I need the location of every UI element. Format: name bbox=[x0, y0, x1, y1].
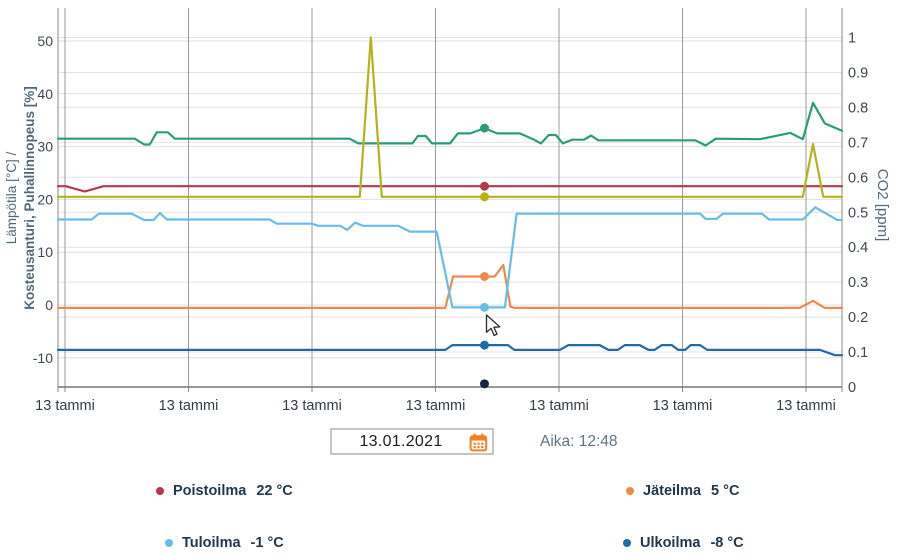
y-tick-label-right: 1 bbox=[848, 31, 856, 47]
y-tick-label-right: 0.4 bbox=[848, 240, 868, 256]
calendar-icon[interactable] bbox=[469, 433, 488, 452]
legend-dot-ulkoilma bbox=[623, 539, 631, 547]
x-tick-label: 13 tammi bbox=[776, 398, 836, 414]
y-tick-label-left: 30 bbox=[37, 139, 53, 155]
marker-ulkoilma-line bbox=[479, 340, 489, 350]
series-tuloilma-line bbox=[56, 206, 844, 309]
y-tick-label-left: 40 bbox=[37, 86, 53, 102]
time-label: Aika: 12:48 bbox=[540, 433, 618, 450]
series-green-line bbox=[56, 101, 844, 147]
y-tick-label-right: 0.6 bbox=[848, 170, 868, 186]
marker-jateilma-line bbox=[479, 271, 489, 281]
marker-tuloilma-line bbox=[479, 302, 489, 312]
y-tick-label-right: 0.9 bbox=[848, 65, 868, 81]
y-tick-label-left: 10 bbox=[37, 244, 53, 260]
marker-green-line bbox=[479, 123, 489, 133]
legend-dot-tuloilma bbox=[165, 539, 173, 547]
legend-value: -1 °C bbox=[250, 535, 284, 551]
series-poistoilma-line bbox=[56, 185, 844, 193]
legend-item-poistoilma[interactable]: Poistoilma 22 °C bbox=[156, 483, 293, 499]
x-tick-label: 13 tammi bbox=[159, 398, 219, 414]
legend-item-tuloilma[interactable]: Tuloilma -1 °C bbox=[165, 535, 284, 551]
date-input[interactable]: 13.01.2021 bbox=[330, 428, 494, 455]
chart-canvas[interactable]: 50 40 30 20 10 0 -10 1 0.9 0.8 0.7 0.6 0.5 0.4 0.3 0.2 0… bbox=[0, 0, 900, 420]
series-jateilma-line bbox=[56, 263, 844, 309]
y-tick-label-right: 0.3 bbox=[848, 275, 868, 291]
y-tick-label-right: 0 bbox=[848, 380, 856, 396]
legend-dot-poistoilma bbox=[156, 487, 164, 495]
legend-value: 5 °C bbox=[711, 483, 740, 499]
series-olive-line bbox=[56, 36, 844, 198]
y-tick-label-left: 0 bbox=[45, 297, 53, 313]
x-tick-label: 13 tammi bbox=[529, 398, 589, 414]
y-tick-label-right: 0.8 bbox=[848, 100, 868, 116]
x-tick-label: 13 tammi bbox=[35, 398, 95, 414]
y-tick-label-right: 0.5 bbox=[848, 205, 868, 221]
x-tick-label: 13 tammi bbox=[653, 398, 713, 414]
legend-name: Poistoilma bbox=[173, 483, 247, 499]
marker-olive-line bbox=[479, 192, 489, 202]
left-axis-title-line1: Lämpötila [°C] / bbox=[4, 152, 19, 245]
date-value: 13.01.2021 bbox=[359, 432, 443, 450]
legend-value: -8 °C bbox=[710, 535, 744, 551]
legend-item-jateilma[interactable]: Jäteilma 5 °C bbox=[626, 483, 739, 499]
y-tick-label-left: 20 bbox=[37, 191, 53, 207]
legend-value: 22 °C bbox=[256, 483, 293, 499]
x-tick-label: 13 tammi bbox=[282, 398, 342, 414]
y-tick-label-right: 0.2 bbox=[848, 310, 868, 326]
right-axis-title: CO2 [ppm] bbox=[874, 169, 891, 242]
y-tick-label-left: -10 bbox=[33, 350, 53, 366]
marker-poistoilma-line bbox=[479, 181, 489, 191]
x-tick-label: 13 tammi bbox=[406, 398, 466, 414]
y-tick-label-left: 50 bbox=[37, 33, 53, 49]
y-tick-label-right: 0.7 bbox=[848, 135, 868, 151]
left-axis-title-line2: Kosteusanturi, Puhallinnopeus [%] bbox=[22, 86, 37, 310]
legend-item-ulkoilma[interactable]: Ulkoilma -8 °C bbox=[623, 535, 744, 551]
legend-name: Jäteilma bbox=[643, 483, 702, 499]
y-tick-label-right: 0.1 bbox=[848, 345, 868, 361]
legend-name: Tuloilma bbox=[182, 535, 241, 551]
series-ulkoilma-line bbox=[56, 344, 844, 357]
legend-name: Ulkoilma bbox=[640, 535, 701, 551]
legend-dot-jateilma bbox=[626, 487, 634, 495]
marker-co2-marker bbox=[479, 379, 489, 389]
